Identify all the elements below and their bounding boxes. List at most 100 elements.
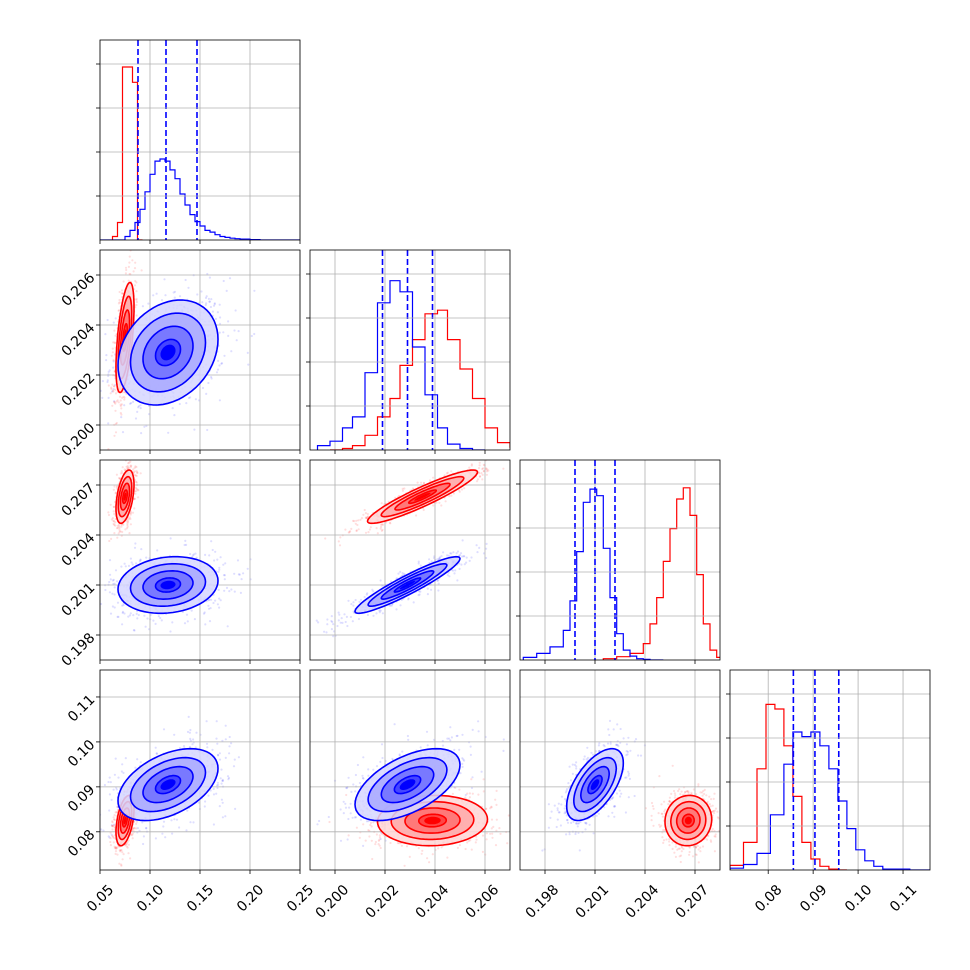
scatter-point (185, 543, 188, 547)
scatter-point (216, 786, 219, 790)
scatter-point (132, 471, 135, 474)
scatter-point (108, 809, 111, 812)
scatter-point (216, 368, 220, 371)
scatter-point (228, 745, 231, 748)
scatter-point (135, 303, 138, 307)
scatter-point (114, 402, 117, 405)
scatter-point (129, 612, 132, 615)
scatter-point (189, 821, 192, 824)
scatter-point (138, 829, 141, 832)
scatter-point (129, 557, 132, 560)
scatter-point (232, 765, 236, 768)
scatter-point (128, 272, 131, 276)
scatter-point (224, 724, 227, 727)
scatter-point (403, 572, 406, 575)
scatter-point (437, 557, 440, 561)
scatter-point (218, 568, 221, 571)
scatter-point (395, 577, 398, 580)
scatter-point (212, 787, 215, 791)
scatter-point (209, 789, 212, 792)
scatter-point (111, 579, 114, 582)
scatter-point (121, 763, 124, 766)
scatter-point (218, 597, 221, 600)
scatter-point (114, 317, 117, 320)
scatter-point (110, 387, 113, 390)
scatter-point (118, 476, 121, 480)
scatter-point (207, 794, 210, 797)
scatter-point (343, 613, 346, 616)
scatter-point (246, 351, 249, 354)
scatter-point (458, 490, 461, 493)
scatter-point (115, 486, 118, 489)
scatter-point (207, 604, 210, 607)
scatter-point (239, 591, 242, 595)
scatter-point (118, 298, 121, 302)
scatter-point (117, 401, 120, 404)
scatter-point (350, 603, 353, 606)
scatter-point (208, 554, 211, 557)
scatter-point (204, 800, 207, 803)
scatter-point (218, 758, 222, 761)
scatter-point (126, 522, 129, 525)
scatter-point (463, 487, 466, 490)
scatter-point (331, 620, 334, 624)
scatter-point (223, 578, 226, 581)
scatter-point (352, 519, 355, 523)
scatter-point (112, 510, 115, 513)
scatter-point (124, 266, 128, 269)
scatter-point (352, 610, 355, 613)
scatter-point (117, 776, 120, 779)
scatter-point (222, 331, 225, 334)
scatter-point (143, 425, 146, 428)
scatter-point (207, 599, 210, 602)
scatter-point (224, 756, 227, 760)
scatter-point (119, 399, 122, 402)
scatter-point (478, 472, 481, 475)
scatter-point (110, 833, 113, 836)
scatter-point (120, 525, 123, 528)
scatter-point (191, 554, 194, 557)
scatter-point (215, 720, 218, 723)
scatter-point (233, 590, 236, 593)
scatter-point (107, 448, 110, 450)
scatter-point (178, 746, 181, 750)
scatter-point (470, 463, 473, 466)
scatter-point (105, 354, 108, 357)
scatter-point (130, 561, 133, 564)
scatter-point (217, 754, 220, 757)
scatter-point (123, 468, 126, 471)
scatter-point (127, 564, 131, 568)
scatter-point (357, 617, 361, 621)
scatter-point (135, 297, 138, 300)
scatter-point (133, 466, 136, 469)
scatter-point (399, 604, 402, 607)
scatter-point (164, 294, 167, 297)
scatter-point (138, 560, 141, 563)
scatter-point (107, 396, 110, 399)
scatter-point (366, 515, 369, 519)
scatter-point (108, 539, 111, 543)
scatter-point (389, 580, 393, 583)
scatter-point (132, 270, 135, 273)
scatter-point (184, 539, 187, 543)
scatter-point (134, 417, 138, 420)
scatter-point (217, 783, 220, 787)
scatter-point (352, 601, 355, 604)
scatter-point (465, 556, 468, 559)
scatter-point (124, 528, 127, 531)
scatter-point (485, 470, 489, 473)
scatter-point (110, 390, 114, 393)
scatter-point (234, 309, 237, 312)
scatter-point (102, 829, 105, 832)
scatter-point (110, 824, 113, 827)
scatter-point (191, 743, 194, 746)
scatter-point (123, 398, 126, 401)
scatter-point (212, 304, 216, 307)
scatter-point (171, 621, 174, 624)
scatter-point (208, 276, 211, 279)
scatter-point (237, 573, 240, 576)
scatter-point (120, 407, 123, 410)
scatter-point (187, 286, 190, 289)
scatter-point (346, 624, 349, 628)
scatter-point (475, 544, 478, 547)
